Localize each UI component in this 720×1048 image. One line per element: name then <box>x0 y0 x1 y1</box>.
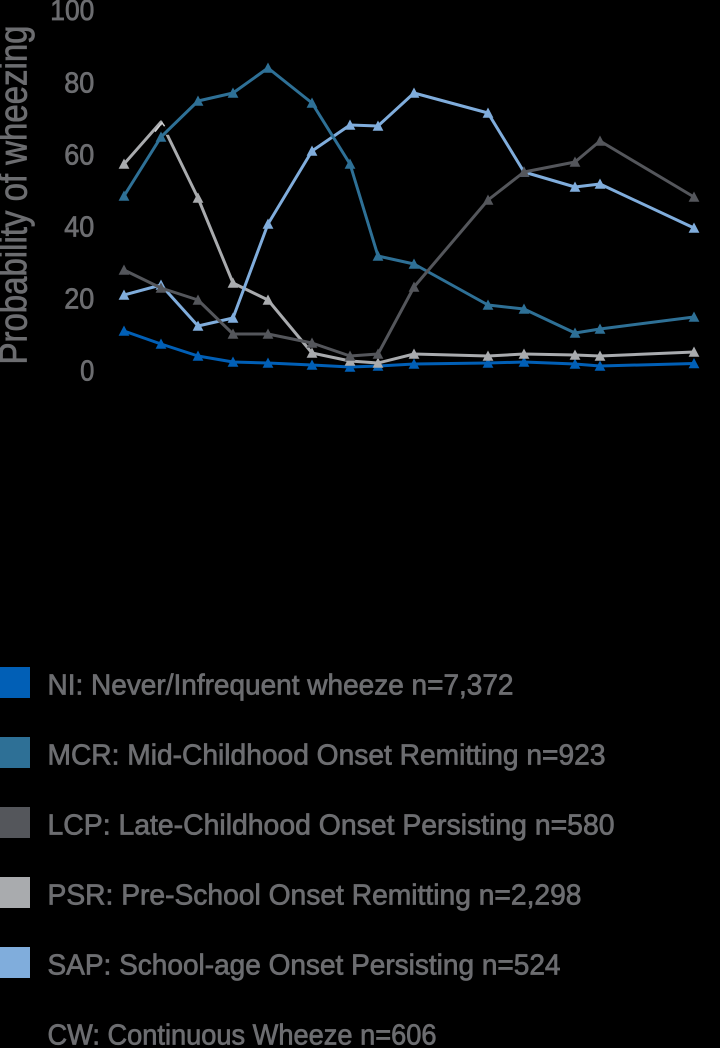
svg-text:20: 20 <box>64 284 94 316</box>
svg-text:100: 100 <box>50 0 94 27</box>
svg-text:Probability of wheezing: Probability of wheezing <box>0 26 36 365</box>
svg-text:60: 60 <box>64 140 94 172</box>
svg-text:MCR: Mid-Childhood Onset Remit: MCR: Mid-Childhood Onset Remitting n=923 <box>48 739 606 771</box>
svg-text:NI: Never/Infrequent wheeze n=: NI: Never/Infrequent wheeze n=7,372 <box>48 669 514 701</box>
svg-text:SAP: School-age Onset Persisti: SAP: School-age Onset Persisting n=524 <box>48 949 561 981</box>
svg-text:40: 40 <box>64 212 94 244</box>
svg-text:PSR: Pre-School Onset Remittin: PSR: Pre-School Onset Remitting n=2,298 <box>48 879 582 911</box>
svg-text:0: 0 <box>80 356 94 388</box>
svg-text:CW: Continuous Wheeze n=606: CW: Continuous Wheeze n=606 <box>48 1019 437 1048</box>
svg-text:80: 80 <box>64 67 94 99</box>
svg-text:LCP: Late-Childhood Onset Pers: LCP: Late-Childhood Onset Persisting n=5… <box>48 809 615 841</box>
